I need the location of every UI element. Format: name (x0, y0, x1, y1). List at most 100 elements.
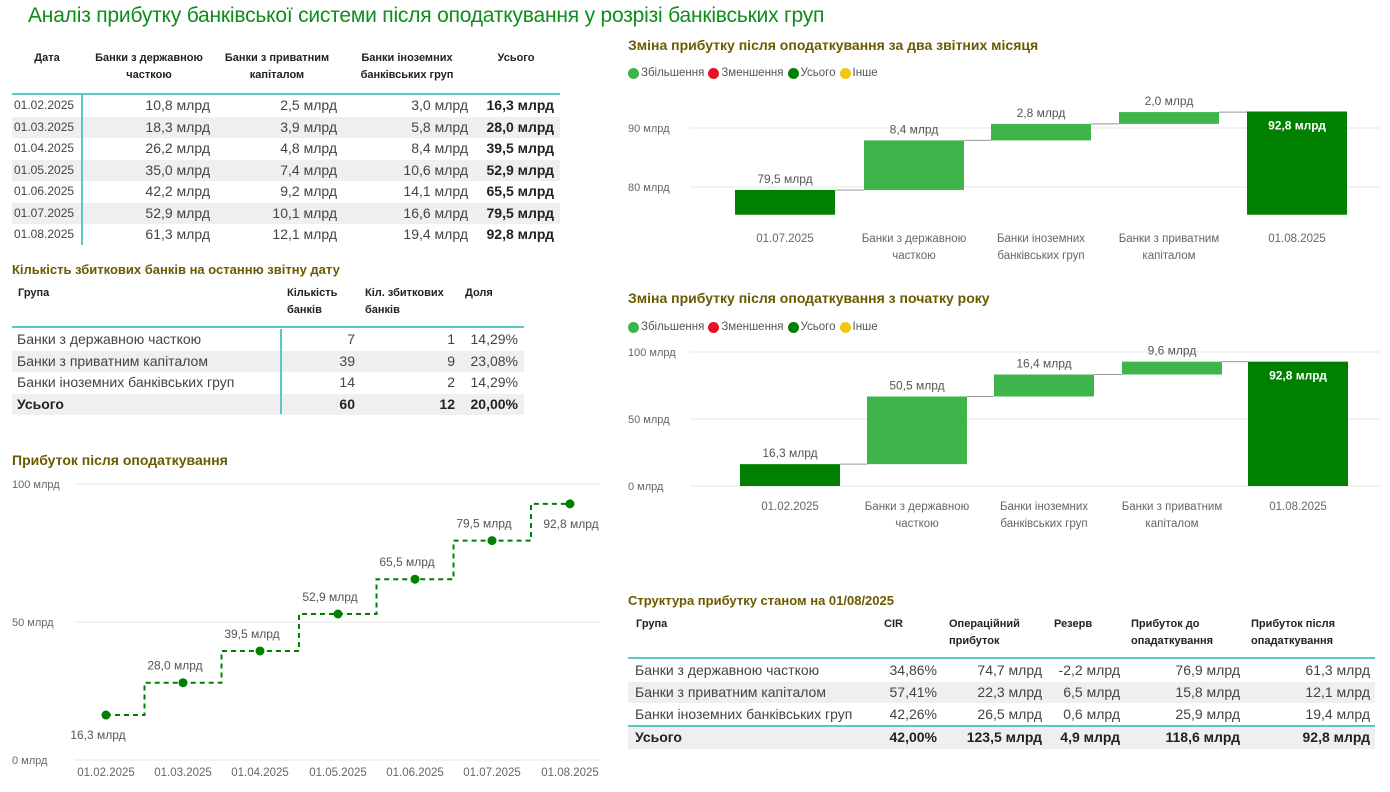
header-divider (12, 326, 524, 328)
value-cell: 1 (447, 331, 455, 347)
waterfall-2-legend: Збільшення Зменшення Усього Інше (628, 321, 878, 333)
value-cell: 25,9 млрд (1175, 705, 1240, 722)
legend-item[interactable]: Зменшення (708, 67, 784, 79)
value-cell: 16,6 млрд (403, 204, 468, 221)
data-label: 2,0 млрд (1145, 94, 1194, 108)
value-cell: 26,5 млрд (977, 705, 1042, 722)
data-label: 92,8 млрд (1268, 118, 1326, 132)
date-cell: 01.02.2025 (14, 98, 75, 112)
legend-item[interactable]: Зменшення (708, 321, 784, 333)
x-tick-label: 01.02.2025 (77, 767, 135, 779)
column-header: Доля (465, 287, 493, 299)
group-cell: Усього (635, 729, 682, 746)
value-cell: 34,86% (889, 662, 937, 678)
value-cell: 2 (447, 374, 455, 390)
waterfall-1-title: Зміна прибутку після оподаткування за дв… (628, 37, 1039, 53)
line-chart-title: Прибуток після оподаткування (12, 452, 228, 468)
waterfall-bar[interactable] (1248, 361, 1348, 486)
data-label: 16,4 млрд (1016, 357, 1071, 371)
legend-item[interactable]: Інше (839, 321, 878, 333)
x-category-label: банківських груп (1000, 518, 1087, 530)
data-label: 16,3 млрд (762, 446, 817, 460)
data-label: 92,8 млрд (1269, 369, 1327, 383)
value-cell: 12,1 млрд (1305, 683, 1370, 700)
waterfall-bar[interactable] (1247, 111, 1347, 215)
table-row: 01.03.2025 18,3 млрд 3,9 млрд 5,8 млрд 28,0 … (12, 116, 560, 138)
data-point[interactable] (333, 609, 343, 619)
date-cell: 01.04.2025 (14, 141, 75, 155)
value-cell: 20,00% (470, 395, 518, 412)
value-cell: 19,4 млрд (1305, 705, 1370, 722)
waterfall-bar[interactable] (864, 140, 964, 190)
legend-label: Збільшення (641, 321, 705, 333)
column-divider (81, 95, 83, 245)
data-label: 2,8 млрд (1017, 106, 1066, 120)
value-cell: 19,4 млрд (403, 226, 468, 242)
group-cell: Банки з приватним капіталом (635, 683, 826, 700)
waterfall-bar[interactable] (735, 189, 835, 215)
column-header: Кіл. збиткових банків (365, 287, 444, 316)
value-cell: 52,9 млрд (486, 161, 554, 178)
legend-item[interactable]: Інше (839, 67, 878, 79)
profit-structure-title: Структура прибутку станом на 01/08/2025 (628, 593, 894, 608)
table-row: Банки іноземних банківських груп 42,26% 26… (628, 704, 1375, 726)
table-row: Банки іноземних банківських груп 14 2 14,29… (12, 372, 524, 394)
group-cell: Банки з державною часткою (635, 662, 820, 678)
legend-label: Усього (800, 67, 836, 79)
data-label: 52,9 млрд (302, 590, 357, 604)
value-cell: 61,3 млрд (1305, 662, 1370, 678)
legend-item[interactable]: Усього (787, 67, 836, 79)
data-point[interactable] (101, 710, 111, 720)
legend-item[interactable]: Усього (787, 321, 836, 333)
data-point[interactable] (487, 536, 497, 546)
data-point[interactable] (410, 574, 420, 584)
page-title: Аналіз прибутку банківської системи післ… (28, 4, 825, 27)
x-category-label: Банки з державною (865, 501, 970, 513)
value-cell: 42,2 млрд (145, 183, 210, 199)
y-tick-label: 0 млрд (628, 481, 664, 493)
x-category-label: Банки з приватним (1122, 501, 1223, 513)
header-divider (12, 93, 560, 95)
value-cell: 52,9 млрд (145, 204, 210, 221)
value-cell: 4,8 млрд (280, 140, 337, 156)
x-category-label: 01.08.2025 (1268, 233, 1326, 245)
x-category-label: Банки іноземних (1000, 501, 1088, 513)
column-header: Кількість банків (287, 287, 338, 316)
value-cell: 57,41% (889, 683, 937, 700)
legend-item[interactable]: Збільшення (628, 321, 704, 333)
value-cell: 5,8 млрд (411, 118, 468, 135)
x-category-label: 01.08.2025 (1269, 501, 1327, 513)
value-cell: 12 (439, 395, 455, 412)
value-cell: 3,0 млрд (411, 97, 468, 113)
value-cell: 60 (339, 395, 355, 412)
waterfall-bar[interactable] (1119, 112, 1219, 124)
value-cell: 79,5 млрд (486, 204, 554, 221)
data-point[interactable] (178, 678, 188, 688)
legend-label: Усього (800, 321, 836, 333)
date-cell: 01.07.2025 (14, 205, 75, 220)
waterfall-bar[interactable] (867, 396, 967, 465)
data-point[interactable] (565, 499, 575, 509)
value-cell: 3,9 млрд (280, 118, 337, 135)
column-header: Банки іноземних банківських груп (360, 52, 454, 81)
table-row: 01.04.2025 26,2 млрд 4,8 млрд 8,4 млрд 39,5 … (12, 138, 560, 160)
waterfall-bar[interactable] (740, 464, 840, 486)
table-row: 01.05.2025 35,0 млрд 7,4 млрд 10,6 млрд 52,9… (12, 159, 560, 181)
legend-label: Зменшення (721, 321, 784, 333)
column-header: Усього (497, 52, 535, 64)
column-header: Група (636, 618, 668, 630)
legend-item[interactable]: Збільшення (628, 67, 704, 79)
waterfall-bar[interactable] (994, 374, 1094, 397)
data-point[interactable] (255, 646, 265, 656)
date-cell: 01.03.2025 (14, 119, 75, 134)
waterfall-bar[interactable] (1122, 361, 1222, 375)
date-cell: 01.06.2025 (14, 184, 75, 198)
value-cell: 42,00% (889, 729, 937, 746)
y-tick-label: 50 млрд (628, 414, 670, 426)
value-cell: 26,2 млрд (145, 140, 210, 156)
value-cell: 39,5 млрд (486, 140, 554, 156)
y-tick-label: 50 млрд (12, 617, 54, 629)
waterfall-bar[interactable] (991, 123, 1091, 141)
value-cell: 14,1 млрд (403, 183, 468, 199)
x-tick-label: 01.08.2025 (541, 767, 599, 779)
